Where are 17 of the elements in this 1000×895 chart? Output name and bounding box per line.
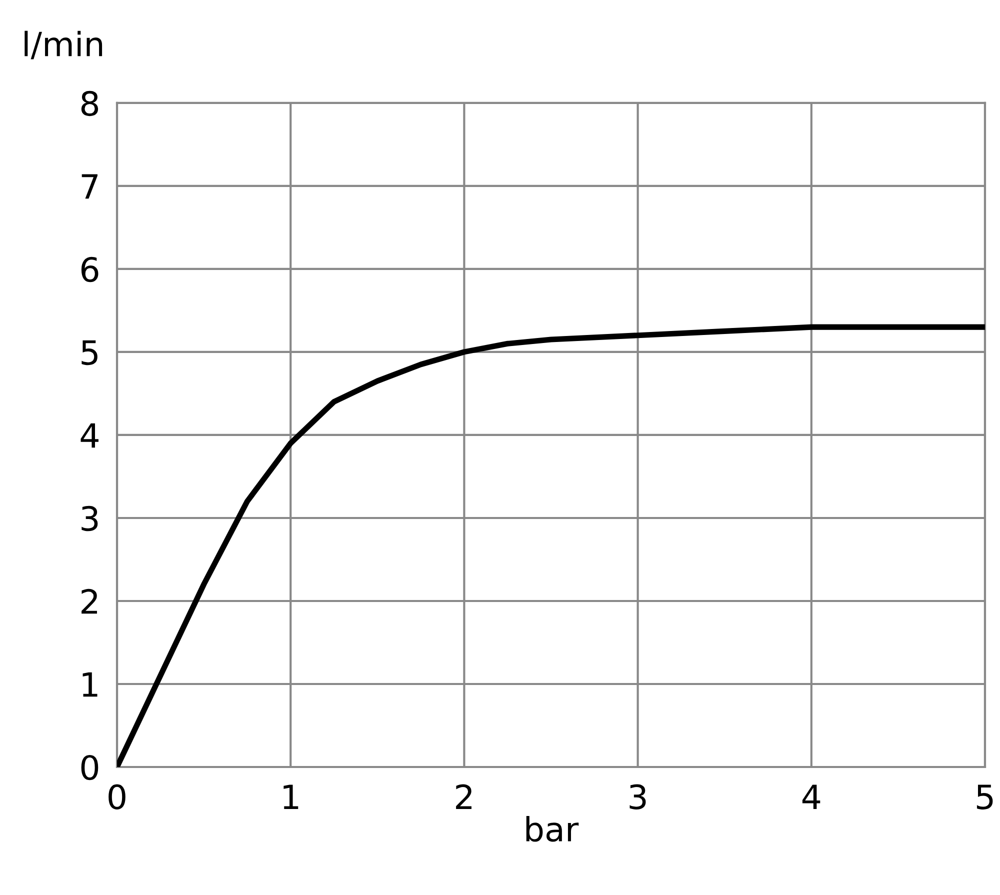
x-tick-label: 0 xyxy=(108,784,126,810)
y-tick-label: 0 xyxy=(81,754,98,780)
y-tick-label: 1 xyxy=(82,672,98,697)
x-tick-label: 5 xyxy=(976,784,993,810)
x-tick-label: 3 xyxy=(630,784,646,810)
x-axis-title: bar xyxy=(526,816,579,842)
y-tick-label: 6 xyxy=(81,256,98,282)
y-axis-title: l/min xyxy=(24,30,102,60)
y-tick-label: 4 xyxy=(80,423,98,448)
x-tick-label: 2 xyxy=(456,784,472,810)
y-tick-label: 8 xyxy=(81,90,98,116)
x-tick-label: 1 xyxy=(284,784,298,810)
y-tick-label: 5 xyxy=(82,340,98,366)
y-tick-label: 2 xyxy=(82,588,97,614)
x-tick-label: 4 xyxy=(802,784,820,810)
y-tick-label: 7 xyxy=(82,174,98,199)
y-tick-label: 3 xyxy=(82,506,98,532)
